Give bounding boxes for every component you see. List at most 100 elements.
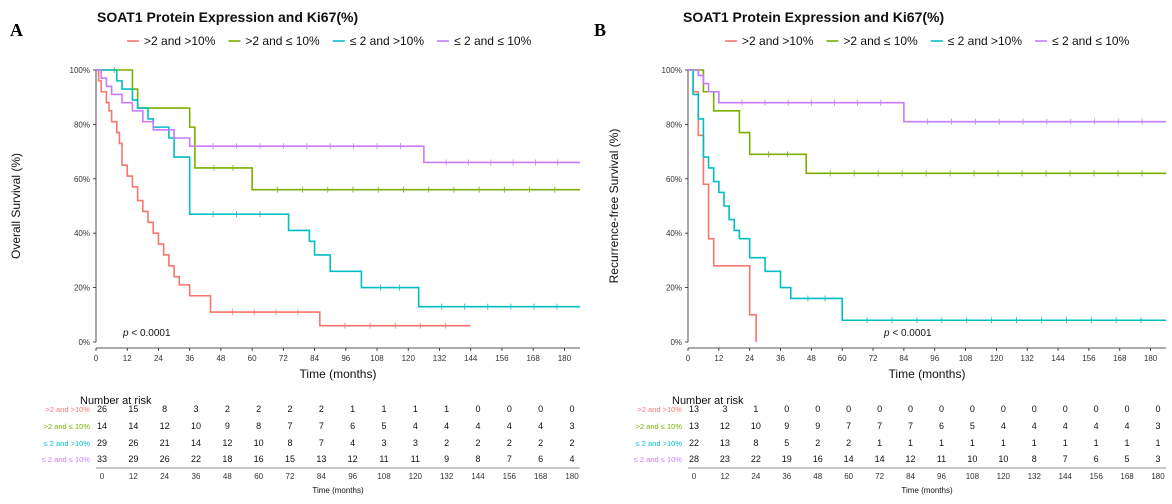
risk-value: 13 (689, 404, 699, 414)
risk-value: 9 (444, 454, 449, 464)
risk-value: 1 (1032, 438, 1037, 448)
risk-value: 5 (784, 438, 789, 448)
risk-value: 2 (319, 404, 324, 414)
risk-row-label: >2 and >10% (45, 405, 90, 414)
risk-value: 3 (722, 404, 727, 414)
risk-value: 0 (538, 404, 543, 414)
risk-row-label: ≤ 2 and ≤ 10% (42, 455, 91, 464)
risk-value: 4 (1125, 421, 1130, 431)
chart-title: SOAT1 Protein Expression and Ki67(%) (97, 9, 358, 25)
risk-value: 14 (191, 438, 201, 448)
x-tick-label: 168 (1113, 354, 1127, 363)
legend-entry: ≤ 2 and >10% (948, 34, 1023, 48)
risk-value: 7 (1063, 454, 1068, 464)
risk-table-title: Number at risk (80, 395, 152, 407)
x-tick-label: 0 (686, 354, 691, 363)
risk-value: 0 (877, 404, 882, 414)
risk-value: 4 (569, 454, 574, 464)
risk-value: 1 (939, 438, 944, 448)
risk-value: 4 (507, 421, 512, 431)
legend: >2 and >10% >2 and ≤ 10% ≤ 2 and >10% ≤ 2 a… (127, 34, 532, 48)
risk-value: 22 (689, 438, 699, 448)
risk-value: 2 (569, 438, 574, 448)
risk-value: 1 (753, 404, 758, 414)
x-tick-label: 72 (279, 354, 288, 363)
risk-x-tick-label: 120 (997, 472, 1011, 481)
series-line (688, 69, 1166, 175)
risk-x-tick-label: 12 (129, 472, 138, 481)
risk-x-tick-label: 48 (813, 472, 822, 481)
x-tick-label: 84 (899, 354, 908, 363)
risk-value: 12 (160, 421, 170, 431)
risk-value: 1 (381, 404, 386, 414)
risk-value: 8 (1032, 454, 1037, 464)
risk-value: 3 (1155, 454, 1160, 464)
y-tick-label: 80% (74, 120, 90, 129)
risk-value: 0 (507, 404, 512, 414)
risk-value: 6 (538, 454, 543, 464)
risk-x-tick-label: 60 (254, 472, 263, 481)
y-tick-label: 60% (74, 175, 90, 184)
x-tick-label: 120 (402, 354, 416, 363)
risk-value: 10 (967, 454, 977, 464)
x-axis-title: Time (months) (300, 367, 377, 381)
x-tick-label: 72 (869, 354, 878, 363)
series-line (688, 69, 1166, 123)
risk-value: 2 (287, 404, 292, 414)
risk-value: 1 (1155, 438, 1160, 448)
risk-x-tick-label: 156 (503, 472, 517, 481)
risk-value: 7 (507, 454, 512, 464)
x-tick-label: 36 (185, 354, 194, 363)
risk-x-tick-label: 168 (534, 472, 548, 481)
risk-value: 2 (256, 404, 261, 414)
risk-value: 10 (191, 421, 201, 431)
risk-value: 4 (1032, 421, 1037, 431)
risk-value: 7 (319, 438, 324, 448)
risk-value: 7 (319, 421, 324, 431)
y-tick-label: 20% (666, 284, 682, 293)
risk-value: 7 (846, 421, 851, 431)
x-tick-label: 48 (216, 354, 225, 363)
risk-value: 3 (569, 421, 574, 431)
risk-value: 0 (1001, 404, 1006, 414)
risk-value: 10 (751, 421, 761, 431)
x-tick-label: 132 (433, 354, 447, 363)
x-tick-label: 156 (495, 354, 509, 363)
x-tick-label: 180 (1144, 354, 1158, 363)
risk-row-label: ≤ 2 and ≤ 10% (634, 455, 683, 464)
risk-x-tick-label: 108 (966, 472, 980, 481)
risk-x-tick-label: 108 (377, 472, 391, 481)
risk-x-tick-label: 180 (565, 472, 579, 481)
x-tick-label: 84 (310, 354, 319, 363)
risk-value: 28 (689, 454, 699, 464)
risk-x-axis-title: Time (months) (312, 486, 364, 495)
risk-value: 4 (538, 421, 543, 431)
y-tick-label: 40% (74, 229, 90, 238)
x-tick-label: 144 (464, 354, 478, 363)
y-tick-label: 60% (666, 175, 682, 184)
risk-value: 5 (1125, 454, 1130, 464)
risk-value: 0 (569, 404, 574, 414)
legend-entry: >2 and >10% (742, 34, 814, 48)
x-tick-label: 60 (248, 354, 257, 363)
risk-value: 14 (128, 421, 138, 431)
risk-table-title: Number at risk (672, 395, 744, 407)
risk-x-tick-label: 84 (317, 472, 326, 481)
legend-entry: >2 and ≤ 10% (245, 34, 320, 48)
risk-x-tick-label: 72 (875, 472, 884, 481)
risk-value: 8 (287, 438, 292, 448)
risk-x-tick-label: 168 (1120, 472, 1134, 481)
risk-value: 4 (1001, 421, 1006, 431)
risk-value: 4 (1063, 421, 1068, 431)
legend-entry: >2 and ≤ 10% (843, 34, 918, 48)
risk-x-tick-label: 0 (692, 472, 697, 481)
risk-value: 1 (1094, 438, 1099, 448)
risk-row-label: >2 and ≤ 10% (636, 422, 683, 431)
risk-value: 1 (350, 404, 355, 414)
risk-value: 4 (413, 421, 418, 431)
risk-x-tick-label: 12 (720, 472, 729, 481)
p-value: p < 0.0001 (122, 328, 171, 339)
risk-value: 4 (444, 421, 449, 431)
risk-x-tick-label: 48 (223, 472, 232, 481)
risk-x-tick-label: 120 (409, 472, 423, 481)
